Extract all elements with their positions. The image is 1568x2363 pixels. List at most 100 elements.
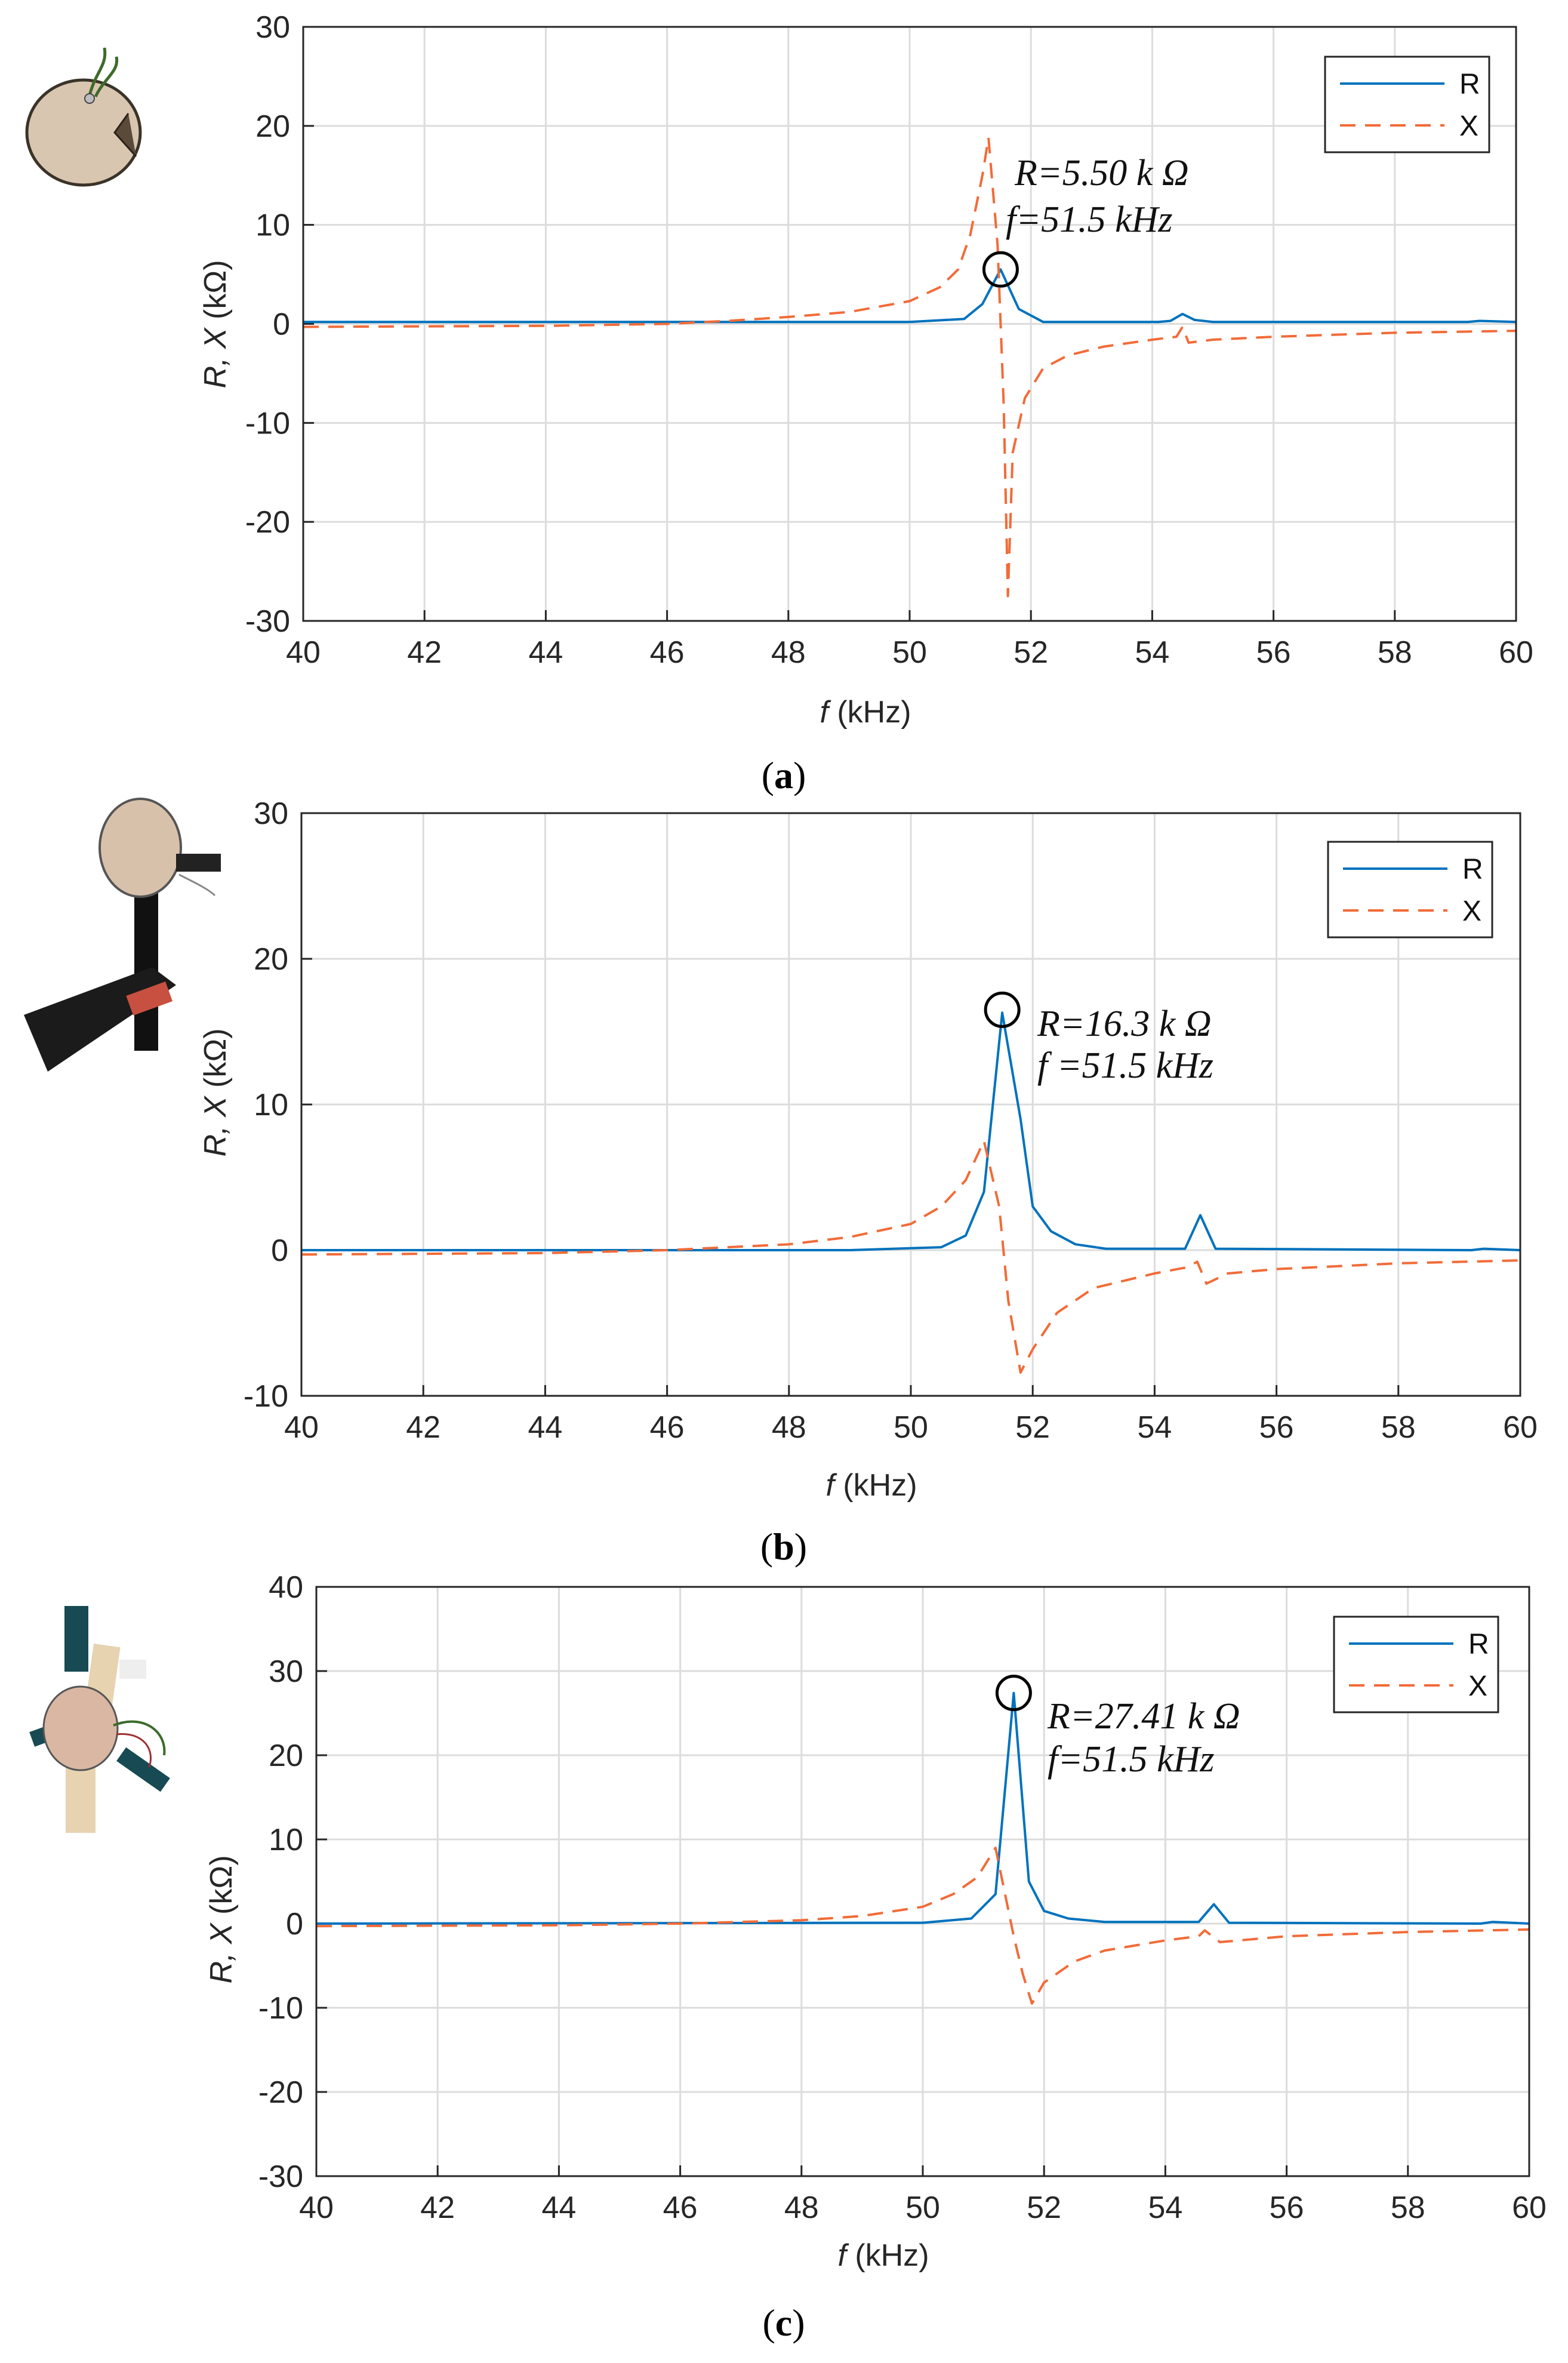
x-tick-label: 52 <box>1013 635 1048 670</box>
annotation-a-line1: R=5.50 k Ω <box>1014 153 1189 193</box>
chart-panel-a: 40 42 44 46 48 50 52 54 56 58 60 -30 -20 -10 0 10 20 30 RX… <box>198 10 1533 796</box>
x-tick-label: 44 <box>528 635 563 670</box>
x-tick-label: 48 <box>784 2190 819 2225</box>
peak-marker <box>984 991 1021 1028</box>
annotation-c-line2: f=51.5 kHz <box>1048 1739 1214 1780</box>
annotation-b-line1: R=16.3 k Ω <box>1037 1004 1212 1044</box>
x-tick-label: 50 <box>905 2190 940 2225</box>
series-line-R <box>301 1011 1521 1251</box>
plot-area-a: 40 42 44 46 48 50 52 54 56 58 60 -30 -20 -10 0 10 20 30 RX <box>245 10 1533 670</box>
legend-box <box>1327 841 1493 939</box>
y-tick-label: -30 <box>245 604 290 639</box>
y-axis-vars-c: R, X <box>204 1922 239 1983</box>
plot-area-c: 40 42 44 46 48 50 52 54 56 58 60 -30 -20 -10 0 10 20 30 40… <box>258 1570 1547 2225</box>
x-tick-label: 46 <box>663 2190 698 2225</box>
y-tick-label: 10 <box>255 208 290 243</box>
x-axis-var-b: f <box>825 1468 837 1503</box>
x-axis-var-c: f <box>837 2238 849 2273</box>
x-tick-label: 58 <box>1391 2190 1425 2225</box>
x-tick-label: 54 <box>1148 2190 1182 2225</box>
x-tick-label: 58 <box>1378 635 1412 670</box>
photo-b <box>24 798 221 1072</box>
x-tick-label: 50 <box>892 635 927 670</box>
legend-label-R: R <box>1468 1629 1489 1660</box>
annotation-b-line2: f =51.5 kHz <box>1037 1045 1213 1086</box>
y-tick-label: -10 <box>244 1379 288 1414</box>
legend: RX <box>1324 56 1490 153</box>
plot-area-b: 40 42 44 46 48 50 52 54 56 58 60 -10 0 10 20 30 RX <box>244 796 1538 1445</box>
x-tick-label: 60 <box>1512 2190 1547 2225</box>
x-tick-label: 42 <box>407 635 442 670</box>
series-line-X <box>316 1847 1530 2005</box>
chart-panel-b: 40 42 44 46 48 50 52 54 56 58 60 -10 0 10 20 30 RX f (kH… <box>198 796 1538 1568</box>
x-tick-label: 46 <box>650 635 685 670</box>
legend-label-X: X <box>1468 1670 1487 1702</box>
x-tick-label: 42 <box>420 2190 455 2225</box>
x-axis-unit-c: (kHz) <box>846 2238 929 2273</box>
series-line-R <box>316 1691 1530 1925</box>
y-tick-label: 30 <box>269 1654 303 1689</box>
y-axis-unit-a: (kΩ) <box>198 260 233 328</box>
y-axis-label-a: R, X (kΩ) <box>198 260 233 388</box>
legend-box <box>1333 1616 1499 1713</box>
y-tick-label: 0 <box>273 307 290 342</box>
series-line-R <box>303 268 1517 324</box>
annotation-c-line1: R=27.41 k Ω <box>1047 1696 1240 1737</box>
legend-box <box>1324 56 1490 153</box>
axes-frame <box>300 812 1521 1397</box>
x-axis-label-a: f (kHz) <box>820 695 911 730</box>
x-tick-label: 44 <box>528 1410 562 1445</box>
y-tick-label: 20 <box>269 1739 303 1773</box>
y-axis-vars-b: R, X <box>198 1095 233 1156</box>
x-tick-label: 60 <box>1503 1410 1538 1445</box>
peak-marker <box>982 251 1019 288</box>
x-tick-label: 54 <box>1135 635 1169 670</box>
x-tick-label: 40 <box>286 635 321 670</box>
x-tick-label: 40 <box>284 1410 319 1445</box>
series-line-X <box>303 136 1517 598</box>
annotation-a-line2: f=51.5 kHz <box>1006 199 1172 240</box>
legend-label-X: X <box>1459 110 1478 142</box>
y-axis-unit-b: (kΩ) <box>198 1028 233 1096</box>
y-tick-label: 40 <box>269 1570 303 1605</box>
x-tick-label: 60 <box>1499 635 1533 670</box>
x-axis-unit-b: (kHz) <box>834 1468 917 1503</box>
legend: RX <box>1333 1616 1499 1713</box>
y-tick-label: 20 <box>255 109 290 144</box>
series-line-X <box>301 1140 1521 1374</box>
x-tick-label: 54 <box>1137 1410 1172 1445</box>
y-tick-label: 10 <box>254 1088 288 1122</box>
x-tick-label: 52 <box>1015 1410 1050 1445</box>
y-tick-label: 30 <box>254 796 288 831</box>
y-tick-label: -10 <box>245 406 290 441</box>
y-tick-label: 0 <box>271 1233 288 1268</box>
x-axis-label-c: f (kHz) <box>837 2238 929 2273</box>
y-axis-vars-a: R, X <box>198 327 233 388</box>
x-tick-label: 56 <box>1270 2190 1304 2225</box>
y-tick-label: -20 <box>258 2075 303 2110</box>
y-tick-label: 20 <box>254 942 288 977</box>
chart-panel-c: 40 42 44 46 48 50 52 54 56 58 60 -30 -20 -10 0 10 20 30 40… <box>204 1570 1547 2344</box>
x-tick-label: 48 <box>772 1410 806 1445</box>
x-tick-label: 56 <box>1256 635 1291 670</box>
axes-frame <box>315 1586 1530 2177</box>
x-tick-label: 52 <box>1027 2190 1061 2225</box>
y-axis-label-b: R, X (kΩ) <box>198 1028 233 1156</box>
photo-c <box>29 1606 170 1833</box>
y-tick-label: 30 <box>255 10 290 45</box>
photo-a <box>25 47 142 187</box>
x-tick-label: 58 <box>1381 1410 1416 1445</box>
y-tick-label: -30 <box>258 2159 303 2194</box>
x-tick-label: 50 <box>894 1410 928 1445</box>
peak-marker <box>995 1675 1032 1712</box>
x-tick-label: 56 <box>1259 1410 1294 1445</box>
legend-label-X: X <box>1462 896 1481 927</box>
panel-caption-a: (a) <box>762 754 806 796</box>
x-tick-label: 46 <box>650 1410 685 1445</box>
y-axis-unit-c: (kΩ) <box>204 1855 239 1923</box>
legend: RX <box>1327 841 1493 939</box>
x-tick-label: 48 <box>771 635 806 670</box>
panel-caption-c: (c) <box>762 2302 805 2344</box>
y-axis-label-c: R, X (kΩ) <box>204 1855 239 1983</box>
y-tick-label: -20 <box>245 505 290 540</box>
